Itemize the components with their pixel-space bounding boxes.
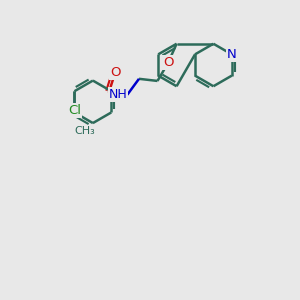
Text: Cl: Cl — [68, 104, 81, 117]
Text: NH: NH — [109, 88, 127, 101]
Text: N: N — [227, 48, 237, 61]
Text: CH₃: CH₃ — [75, 125, 95, 136]
Text: O: O — [110, 66, 120, 79]
Text: O: O — [163, 56, 173, 69]
